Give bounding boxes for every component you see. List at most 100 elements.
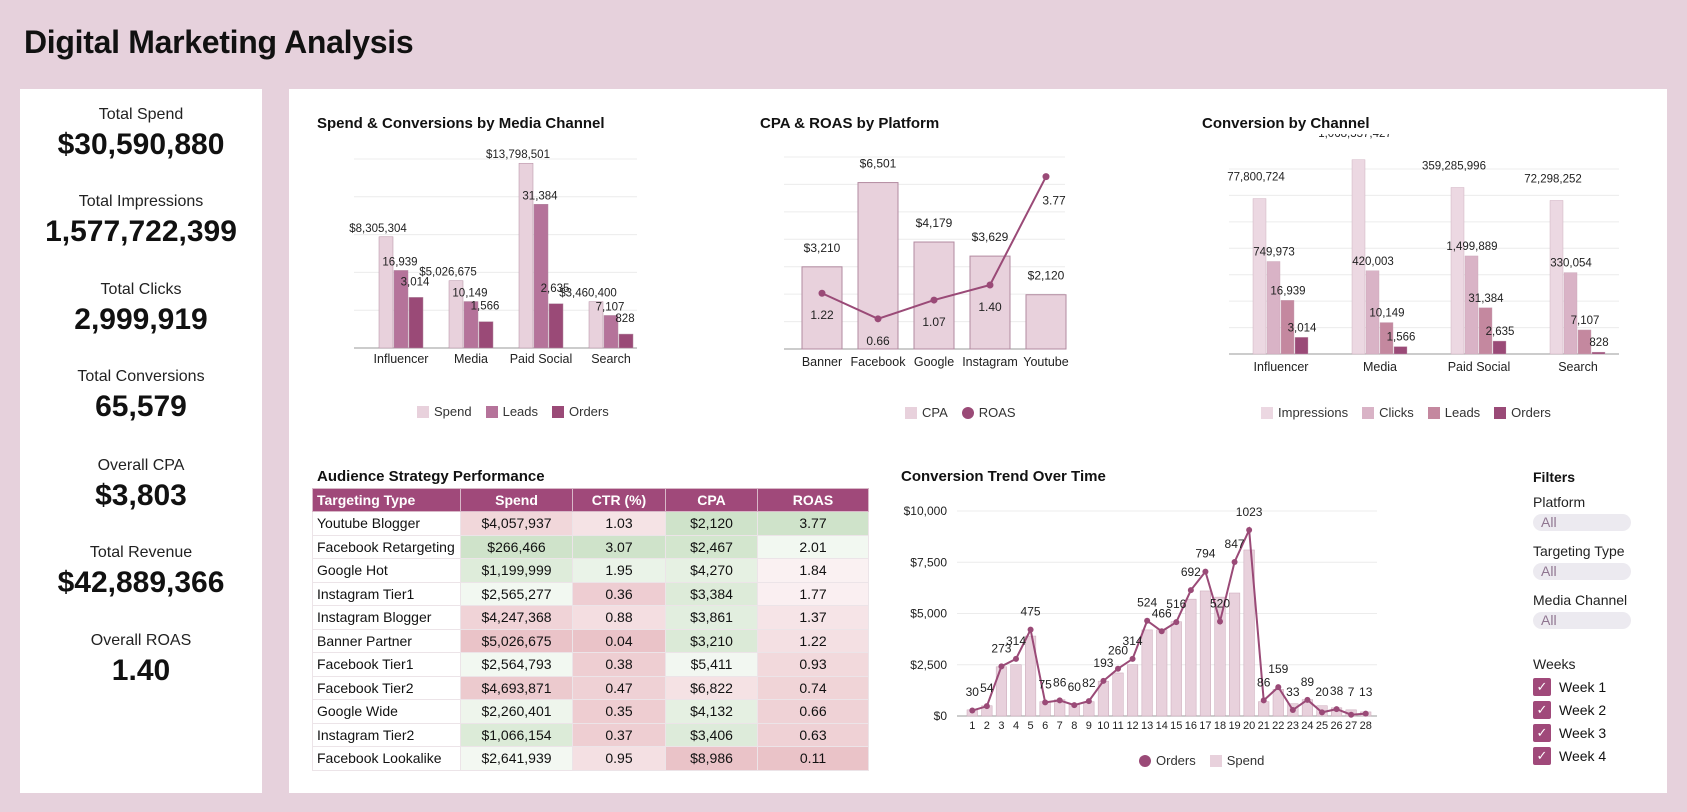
- x-tick-label: 1: [969, 720, 975, 732]
- kpi-value: $3,803: [95, 479, 187, 512]
- table-cell: 3.07: [572, 534, 666, 559]
- bar-leads-influencer: [393, 270, 409, 349]
- legend-item-orders[interactable]: Orders: [552, 404, 609, 419]
- column-header-roas[interactable]: ROAS: [757, 488, 869, 512]
- kpi-panel: Total Spend $30,590,880 Total Impressions 1…: [20, 89, 262, 793]
- bar-orders-search: [618, 333, 634, 349]
- data-label: 1,566: [471, 301, 500, 313]
- media-filter[interactable]: All: [1533, 612, 1631, 629]
- orders-point-14: [1158, 628, 1165, 635]
- trend-legend: Orders Spend: [1139, 753, 1264, 768]
- week-filter-week-2[interactable]: ✓ Week 2: [1533, 701, 1643, 719]
- legend-item-spend[interactable]: Spend: [417, 404, 472, 419]
- orders-point-18: [1217, 618, 1223, 625]
- checkbox-checked-icon[interactable]: ✓: [1533, 678, 1551, 696]
- x-tick-label: 13: [1141, 720, 1153, 732]
- platform-filter[interactable]: All: [1533, 514, 1631, 531]
- data-label: 3,014: [1288, 322, 1317, 334]
- bar-spend-13: [1141, 629, 1153, 717]
- legend-swatch: [417, 405, 429, 418]
- data-label: 16,939: [382, 256, 417, 268]
- bar-leads-influencer: [1280, 300, 1295, 355]
- kpi-value: $30,590,880: [57, 128, 225, 161]
- kpi-value: 1,577,722,399: [45, 215, 237, 248]
- column-header-ctr[interactable]: CTR (%): [572, 488, 666, 512]
- data-label: 10,149: [452, 288, 487, 300]
- kpi-total-clicks: Total Clicks 2,999,919: [20, 281, 262, 337]
- orders-label: 75: [1038, 677, 1052, 691]
- kpi-overall-roas: Overall ROAS 1.40: [20, 632, 262, 688]
- legend-item-impressions[interactable]: Impressions: [1261, 405, 1348, 420]
- column-header-spend[interactable]: Spend: [460, 488, 573, 512]
- data-label: $4,179: [916, 216, 953, 230]
- weeks-list: ✓ Week 1 ✓ Week 2 ✓ Week 3 ✓ Week 4: [1533, 678, 1643, 765]
- legend-item-orders[interactable]: Orders: [1139, 753, 1196, 768]
- bar-cpa-youtube: [1025, 294, 1067, 350]
- orders-label: 314: [1123, 634, 1143, 648]
- table-cell: 0.35: [572, 699, 666, 724]
- orders-point-16: [1187, 587, 1194, 594]
- x-tick-label: 15: [1170, 720, 1182, 732]
- legend-item-clicks[interactable]: Clicks: [1362, 405, 1414, 420]
- checkbox-checked-icon[interactable]: ✓: [1533, 724, 1551, 742]
- data-label: $6,501: [860, 157, 897, 171]
- legend-swatch: [485, 405, 498, 418]
- orders-point-20: [1246, 527, 1253, 533]
- spend-conversions-title: Spend & Conversions by Media Channel: [317, 115, 605, 132]
- orders-point-24: [1304, 696, 1311, 703]
- week-label: Week 3: [1559, 725, 1607, 741]
- week-filter-week-1[interactable]: ✓ Week 1: [1533, 678, 1643, 696]
- orders-line: [971, 526, 1366, 716]
- row-label: Instagram Blogger: [312, 605, 461, 630]
- data-label: 10,149: [1369, 308, 1404, 320]
- legend-swatch: [905, 406, 917, 419]
- kpi-total-spend: Total Spend $30,590,880: [20, 106, 262, 162]
- bar-impressions-search: [1549, 200, 1564, 355]
- x-tick-label: Paid Social: [1448, 360, 1511, 374]
- column-header-targeting-type[interactable]: Targeting Type: [312, 488, 461, 512]
- legend-item-leads[interactable]: Leads: [1427, 405, 1480, 420]
- table-cell: 0.47: [572, 675, 666, 700]
- kpi-total-revenue: Total Revenue $42,889,366: [20, 544, 262, 600]
- conversion-channel-legend: Impressions Clicks Leads Orders: [1261, 405, 1551, 420]
- table-cell: 1.84: [757, 558, 869, 583]
- bar-cpa-banner: [801, 266, 843, 350]
- data-label: 1,068,337,427: [1318, 134, 1392, 140]
- checkbox-checked-icon[interactable]: ✓: [1533, 747, 1551, 765]
- week-filter-week-4[interactable]: ✓ Week 4: [1533, 747, 1643, 765]
- spend-conversions-legend: Spend Leads Orders: [417, 404, 609, 419]
- legend-item-cpa[interactable]: CPA: [905, 405, 948, 420]
- checkbox-checked-icon[interactable]: ✓: [1533, 701, 1551, 719]
- table-cell: $2,120: [665, 511, 758, 536]
- row-label: Youtube Blogger: [312, 511, 461, 536]
- week-label: Week 4: [1559, 748, 1607, 764]
- table-row: Instagram Blogger $4,247,368 0.88 $3,861 1.3…: [312, 605, 869, 630]
- data-label: 420,003: [1352, 256, 1394, 268]
- targeting-filter[interactable]: All: [1533, 563, 1631, 580]
- table-cell: $4,057,937: [460, 511, 573, 536]
- legend-item-spend[interactable]: Spend: [1209, 753, 1264, 768]
- data-label: 31,384: [1468, 293, 1504, 305]
- row-label: Instagram Tier2: [312, 722, 461, 747]
- data-label: 2,635: [1486, 326, 1515, 338]
- orders-label: 794: [1195, 547, 1215, 561]
- orders-point-17: [1202, 568, 1209, 575]
- table-cell: 0.74: [757, 675, 869, 700]
- legend-item-roas[interactable]: ROAS: [961, 405, 1016, 420]
- orders-label: 159: [1268, 662, 1288, 676]
- week-filter-week-3[interactable]: ✓ Week 3: [1533, 724, 1643, 742]
- data-label: 2,635: [541, 283, 570, 295]
- table-cell: 0.63: [757, 722, 869, 747]
- legend-item-orders[interactable]: Orders: [1494, 405, 1551, 420]
- orders-point-19: [1231, 559, 1238, 565]
- bar-spend-4: [1010, 664, 1022, 717]
- legend-item-leads[interactable]: Leads: [485, 404, 538, 419]
- orders-point-26: [1333, 706, 1340, 713]
- bar-spend-16: [1185, 598, 1197, 717]
- orders-label: 1023: [1236, 505, 1263, 519]
- row-label: Google Wide: [312, 699, 461, 724]
- column-header-cpa[interactable]: CPA: [665, 488, 758, 512]
- table-cell: 0.11: [757, 746, 869, 771]
- x-tick-label: Media: [1363, 360, 1397, 374]
